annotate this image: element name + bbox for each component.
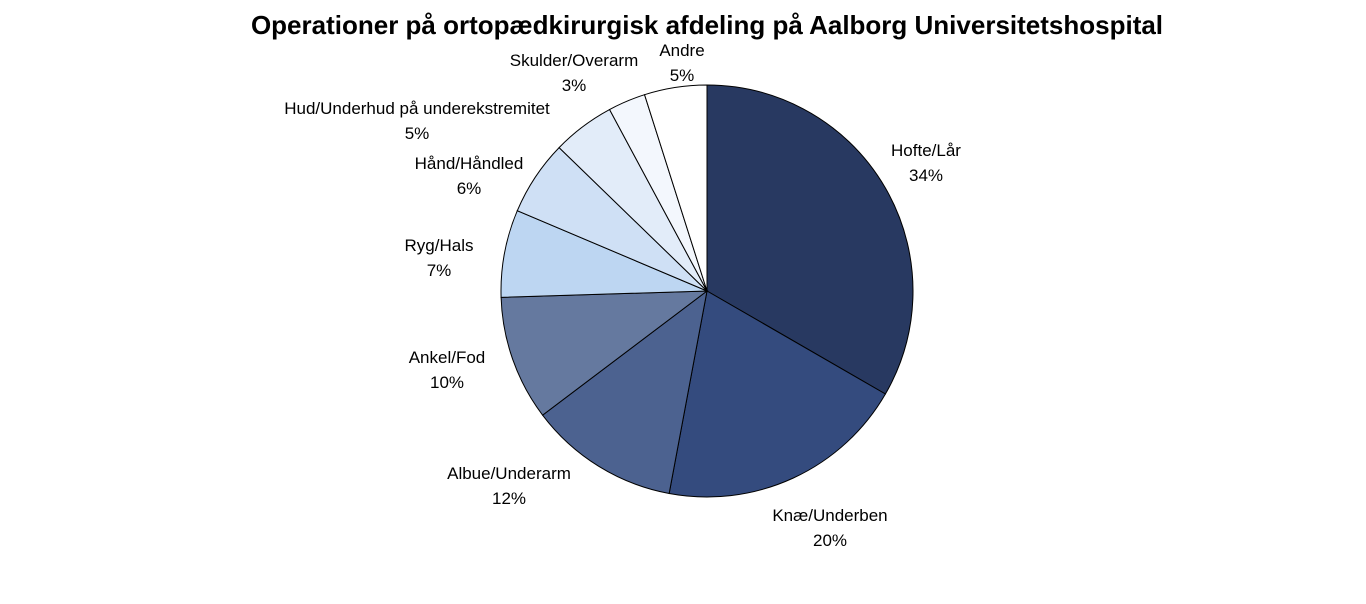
slice-value-label: 10% [430,373,464,392]
slice-category-label: Andre [659,41,704,60]
pie-slice [706,84,914,395]
pie-slice [643,84,708,292]
slice-category-label: Hud/Underhud på underekstremitet [284,99,550,118]
slice-value-label: 6% [457,179,482,198]
slice-category-label: Hånd/Håndled [415,154,524,173]
slice-value-label: 5% [405,124,430,143]
pie-slice [541,289,708,495]
slice-value-label: 5% [670,66,695,85]
slice-value-label: 34% [909,166,943,185]
slice-category-label: Knæ/Underben [772,506,887,525]
slice-category-label: Hofte/Lår [891,141,961,160]
slice-value-label: 7% [427,261,452,280]
slice-category-label: Albue/Underarm [447,464,571,483]
slice-category-label: Ryg/Hals [405,236,474,255]
slice-category-label: Skulder/Overarm [510,51,638,70]
pie-slice [668,290,887,498]
pie-slice [500,290,709,416]
slice-category-label: Ankel/Fod [409,348,486,367]
slice-value-label: 12% [492,489,526,508]
slice-value-label: 20% [813,531,847,550]
chart-title: Operationer på ortopædkirurgisk afdeling… [251,10,1163,40]
pie-slices [500,84,914,498]
slice-value-label: 3% [562,76,587,95]
slice-labels: Hofte/Lår 34% Knæ/Underben 20% Albue/Underar… [284,41,961,550]
